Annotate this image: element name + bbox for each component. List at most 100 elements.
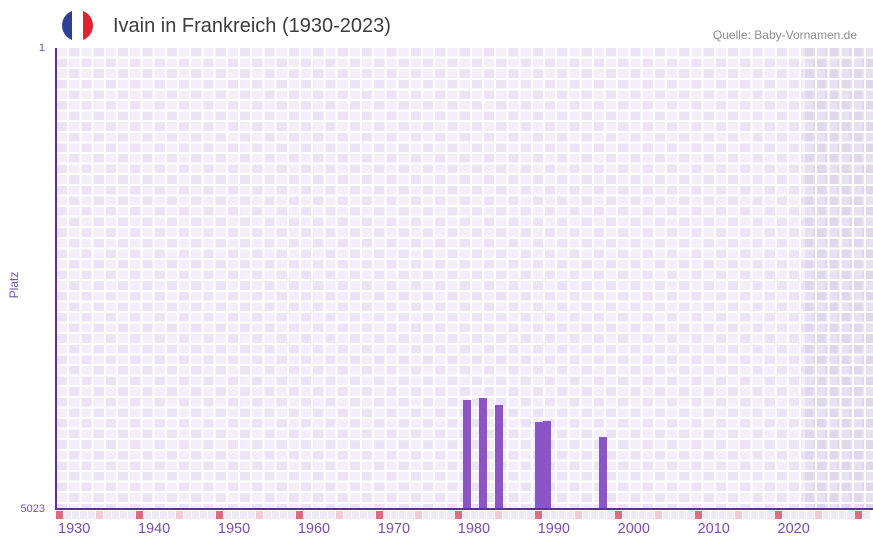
x-tick-1944 [167, 511, 175, 519]
x-tick-1986 [503, 511, 511, 519]
x-tick-1932 [71, 511, 79, 519]
bar-1991[interactable] [543, 420, 552, 509]
x-tick-1987 [511, 511, 519, 519]
x-tick-2003 [639, 511, 647, 519]
x-tick-2021 [783, 511, 791, 519]
x-tick-2011 [703, 511, 711, 519]
x-tick-1993 [559, 511, 567, 519]
x-tick-1931 [63, 511, 71, 519]
x-tick-1967 [351, 511, 359, 519]
x-axis-label-2020: 2020 [777, 521, 810, 537]
x-tick-2019 [767, 511, 775, 519]
x-tick-2017 [751, 511, 759, 519]
x-tick-1996 [583, 511, 591, 519]
x-tick-1955 [255, 511, 263, 519]
x-tick-1968 [359, 511, 367, 519]
x-tick-2000 [615, 511, 623, 519]
y-tick-top: 1 [38, 42, 45, 54]
x-axis-label-2000: 2000 [617, 521, 650, 537]
x-tick-2030 [855, 511, 863, 519]
x-tick-1973 [399, 511, 407, 519]
x-tick-1981 [463, 511, 471, 519]
x-tick-1942 [151, 511, 159, 519]
x-tick-1936 [103, 511, 111, 519]
x-tick-2001 [623, 511, 631, 519]
x-tick-1976 [423, 511, 431, 519]
x-tick-1966 [343, 511, 351, 519]
x-tick-1969 [367, 511, 375, 519]
y-axis-line [55, 48, 57, 510]
flag-white-stripe [72, 10, 83, 41]
source-credit: Quelle: Baby-Vornamen.de [712, 28, 857, 42]
x-tick-1965 [335, 511, 343, 519]
x-tick-1948 [199, 511, 207, 519]
x-tick-2023 [799, 511, 807, 519]
x-tick-1974 [407, 511, 415, 519]
x-tick-1956 [263, 511, 271, 519]
x-tick-2018 [759, 511, 767, 519]
page-title: Ivain in Frankreich (1930-2023) [113, 15, 391, 37]
x-tick-2028 [839, 511, 847, 519]
x-tick-2029 [847, 511, 855, 519]
x-tick-1975 [415, 511, 423, 519]
bar-1985[interactable] [495, 404, 504, 509]
bar-1983[interactable] [479, 398, 488, 509]
x-tick-1943 [159, 511, 167, 519]
x-tick-2005 [655, 511, 663, 519]
x-tick-2025 [815, 511, 823, 519]
x-tick-1952 [231, 511, 239, 519]
x-axis-label-1990: 1990 [537, 521, 570, 537]
x-axis-label-1980: 1980 [457, 521, 491, 537]
x-tick-1977 [431, 511, 439, 519]
x-tick-1962 [311, 511, 319, 519]
x-tick-1957 [271, 511, 279, 519]
x-axis-label-1970: 1970 [377, 521, 411, 537]
x-tick-1980 [455, 511, 463, 519]
x-tick-1934 [87, 511, 95, 519]
x-tick-1963 [319, 511, 327, 519]
x-tick-1988 [519, 511, 527, 519]
x-tick-1992 [551, 511, 559, 519]
x-tick-1939 [127, 511, 135, 519]
x-tick-2006 [663, 511, 671, 519]
x-tick-1982 [471, 511, 479, 519]
bar-1981[interactable] [463, 400, 472, 509]
x-tick-1979 [447, 511, 455, 519]
x-tick-1961 [303, 511, 311, 519]
x-tick-2009 [687, 511, 695, 519]
x-tick-2007 [671, 511, 679, 519]
x-tick-1999 [607, 511, 615, 519]
bars-container [57, 48, 873, 509]
x-tick-2004 [647, 511, 655, 519]
x-tick-1985 [495, 511, 503, 519]
x-tick-2026 [823, 511, 831, 519]
x-tick-1960 [295, 511, 303, 519]
x-tick-1997 [591, 511, 599, 519]
x-tick-2013 [719, 511, 727, 519]
x-axis-label-1960: 1960 [297, 521, 331, 537]
x-tick-1951 [223, 511, 231, 519]
x-axis-labels: 1930 1940 1950 1960 1970 1980 1990 2000 2010 2020 [0, 517, 873, 541]
x-tick-1958 [279, 511, 287, 519]
y-tick-bottom: 5023 [20, 503, 45, 515]
x-tick-2022 [791, 511, 799, 519]
x-tick-1940 [135, 511, 143, 519]
france-flag-icon [62, 10, 93, 41]
x-tick-1995 [575, 511, 583, 519]
x-tick-2008 [679, 511, 687, 519]
x-tick-2012 [711, 511, 719, 519]
x-tick-1971 [383, 511, 391, 519]
x-tick-1978 [439, 511, 447, 519]
bar-1998[interactable] [599, 436, 608, 509]
bar-1990[interactable] [535, 421, 544, 509]
x-axis-label-1940: 1940 [137, 521, 171, 537]
x-tick-1945 [175, 511, 183, 519]
x-tick-1947 [191, 511, 199, 519]
x-tick-1954 [247, 511, 255, 519]
x-tick-2020 [775, 511, 783, 519]
x-tick-2031 [863, 511, 871, 519]
x-tick-1938 [119, 511, 127, 519]
flag-red-stripe [82, 10, 93, 41]
x-tick-1972 [391, 511, 399, 519]
